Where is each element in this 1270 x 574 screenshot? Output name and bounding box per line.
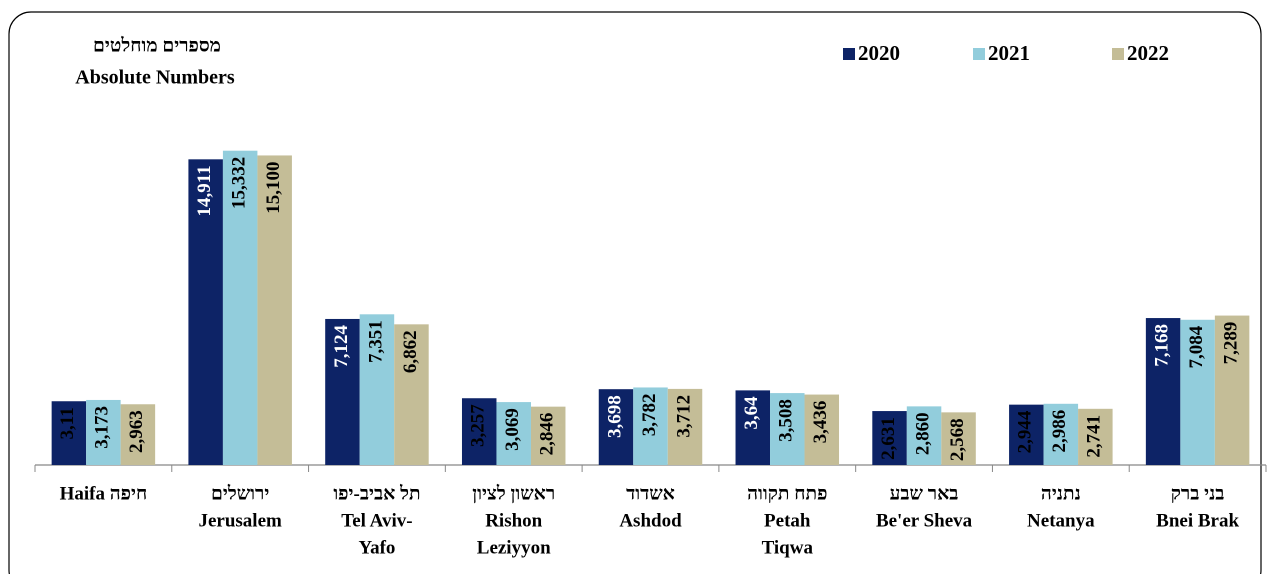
x-tick-label: Leziyyon — [477, 537, 551, 558]
value-label: 2,860 — [912, 412, 933, 455]
value-label: 7,084 — [1186, 325, 1207, 368]
bar — [222, 150, 258, 465]
value-label: 6,862 — [400, 330, 421, 373]
value-label: 14,911 — [194, 165, 215, 216]
x-tick-label: Tiqwa — [762, 537, 814, 558]
value-label: 2,944 — [1015, 410, 1036, 453]
bar — [872, 411, 907, 465]
x-tick-label: נתניה — [1041, 483, 1081, 504]
bar — [1180, 319, 1215, 465]
bar — [1078, 408, 1113, 465]
value-label: 7,124 — [331, 324, 352, 367]
x-tick-label: Netanya — [1027, 510, 1095, 531]
bar — [735, 390, 771, 465]
x-tick-label: Jerusalem — [198, 510, 282, 531]
value-label: 2,631 — [878, 417, 899, 460]
x-tick-label: Yafo — [358, 537, 395, 558]
legend-label: 2020 — [858, 41, 900, 65]
legend-swatch — [973, 48, 985, 60]
x-tick-label: ראשון לציון — [472, 483, 555, 504]
value-label: 2,568 — [947, 418, 968, 461]
value-label: 7,168 — [1151, 324, 1172, 367]
frame — [8, 11, 1262, 574]
bar — [86, 399, 121, 465]
x-tick-label: תל אביב-יפו — [333, 483, 420, 504]
value-label: 2,741 — [1084, 415, 1105, 458]
value-label: 3,173 — [92, 406, 113, 449]
value-label: 3,508 — [776, 399, 797, 442]
value-label: 3,782 — [639, 393, 660, 436]
value-label: 2,963 — [126, 410, 147, 453]
legend-label: 2021 — [988, 41, 1030, 65]
bar — [906, 406, 942, 465]
bar — [1145, 318, 1181, 465]
x-tick-label: Haifa חיפה — [60, 483, 148, 504]
value-label: 2,846 — [537, 413, 558, 456]
bar — [667, 388, 703, 465]
value-label: 15,332 — [229, 157, 250, 209]
x-tick-label: Tel Aviv- — [341, 510, 412, 531]
bar — [1043, 403, 1079, 465]
x-tick-label: Rishon — [485, 510, 542, 531]
value-label: 7,351 — [365, 320, 386, 363]
bar — [394, 324, 429, 465]
x-tick-label: פתח תקווה — [747, 483, 827, 504]
bar — [51, 401, 87, 465]
bar — [257, 155, 292, 465]
x-tick-label: Be'er Sheva — [876, 510, 973, 531]
x-tick-label: ירושלים — [211, 483, 269, 504]
value-label: 7,289 — [1220, 322, 1241, 365]
value-label: 15,100 — [263, 161, 284, 213]
legend-label: 2022 — [1127, 41, 1169, 65]
chart-title: Absolute Numbers — [75, 67, 235, 89]
bar — [770, 393, 805, 465]
x-tick-label: Petah — [764, 510, 811, 531]
legend-swatch — [1112, 48, 1124, 60]
bar — [1009, 404, 1044, 465]
bar — [598, 389, 634, 465]
value-label: 2,986 — [1049, 410, 1070, 453]
bar — [359, 314, 395, 465]
x-tick-label: בני ברק — [1171, 483, 1225, 504]
x-tick-label: Bnei Brak — [1156, 510, 1239, 531]
x-tick-label: אשדוד — [626, 483, 675, 504]
bar — [941, 412, 976, 465]
bar — [1214, 315, 1250, 465]
value-label: 3,712 — [673, 395, 694, 438]
bar — [188, 159, 223, 465]
value-label: 3,698 — [604, 395, 625, 438]
x-tick-label: Ashdod — [619, 510, 682, 531]
bar — [633, 387, 668, 465]
value-label: 3,257 — [468, 404, 489, 447]
value-label: 3,436 — [810, 401, 831, 444]
chart-title-hebrew: מספרים מוחלטים — [93, 35, 221, 56]
bar — [325, 318, 360, 465]
x-tick-label: באר שבע — [890, 483, 959, 504]
value-label: 3,069 — [502, 408, 523, 451]
bar — [530, 406, 566, 465]
bar — [461, 398, 497, 465]
value-label: 3,11 — [57, 407, 78, 439]
bar — [120, 404, 156, 465]
bar — [496, 402, 531, 465]
legend-swatch — [843, 48, 855, 60]
value-label: 3,64 — [741, 396, 762, 430]
bar — [804, 394, 840, 465]
